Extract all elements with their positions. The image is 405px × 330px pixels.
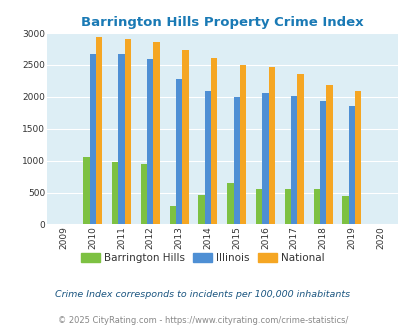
Bar <box>147 59 153 224</box>
Bar <box>262 93 268 224</box>
Bar <box>90 54 96 224</box>
Bar <box>169 206 175 224</box>
Bar <box>198 195 204 224</box>
Bar <box>182 50 188 224</box>
Bar <box>175 79 182 224</box>
Bar <box>290 96 297 224</box>
Bar <box>255 189 262 224</box>
Bar <box>268 67 274 224</box>
Bar <box>141 164 147 224</box>
Title: Barrington Hills Property Crime Index: Barrington Hills Property Crime Index <box>81 16 363 29</box>
Bar <box>284 189 290 224</box>
Bar <box>227 182 233 224</box>
Bar <box>96 38 102 224</box>
Text: Crime Index corresponds to incidents per 100,000 inhabitants: Crime Index corresponds to incidents per… <box>55 290 350 299</box>
Bar <box>83 157 90 224</box>
Bar <box>153 42 160 224</box>
Bar <box>354 91 360 224</box>
Bar <box>341 196 348 224</box>
Bar <box>112 162 118 224</box>
Bar <box>325 85 332 224</box>
Bar <box>297 74 303 224</box>
Bar <box>319 101 325 224</box>
Bar <box>239 65 245 224</box>
Bar <box>211 58 217 224</box>
Bar <box>204 91 211 224</box>
Bar <box>118 54 124 224</box>
Bar <box>313 189 319 224</box>
Bar <box>233 97 239 224</box>
Bar <box>348 106 354 224</box>
Legend: Barrington Hills, Illinois, National: Barrington Hills, Illinois, National <box>77 248 328 267</box>
Text: © 2025 CityRating.com - https://www.cityrating.com/crime-statistics/: © 2025 CityRating.com - https://www.city… <box>58 316 347 325</box>
Bar <box>124 39 131 224</box>
